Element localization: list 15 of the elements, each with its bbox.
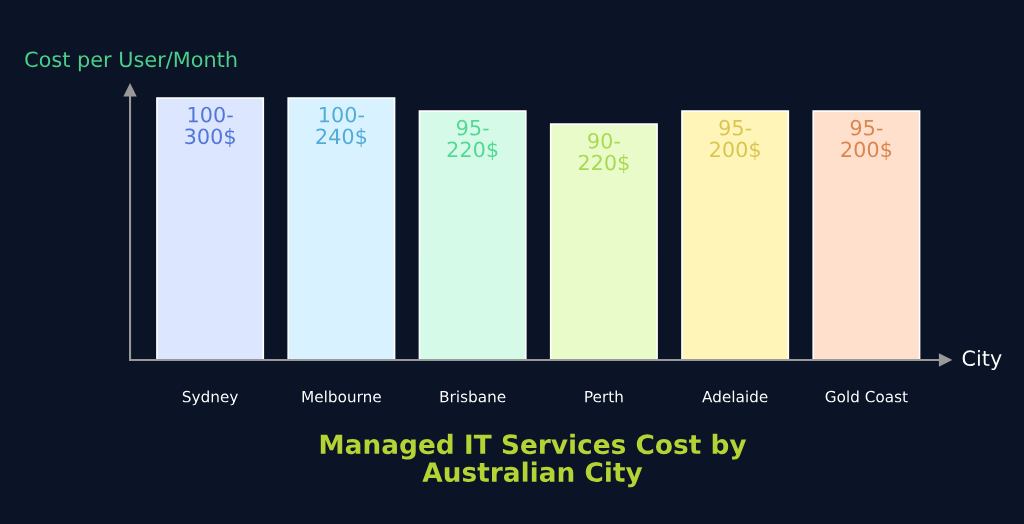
x-axis-title: City — [962, 349, 1002, 371]
x-tick-label: Brisbane — [440, 390, 506, 403]
data-label: 100- 300$ — [185, 106, 235, 147]
text: Managed IT Services Cost by Australian City — [320, 433, 747, 488]
data-label: 95- 200$ — [841, 119, 892, 161]
x-tick-label: Gold Coast — [825, 390, 908, 403]
x-tick-label: Sydney — [182, 390, 238, 406]
x-tick-label: Adelaide — [702, 390, 768, 403]
x-tick-label: Melbourne — [302, 390, 381, 403]
y-axis-title: Cost per User/Month — [25, 51, 237, 72]
data-label: 100- 240$ — [316, 106, 367, 147]
data-label: 95- 200$ — [710, 119, 760, 161]
x-tick-label: Perth — [585, 390, 623, 403]
data-label: 95- 220$ — [447, 119, 498, 161]
data-label: 90- 220$ — [578, 132, 629, 174]
